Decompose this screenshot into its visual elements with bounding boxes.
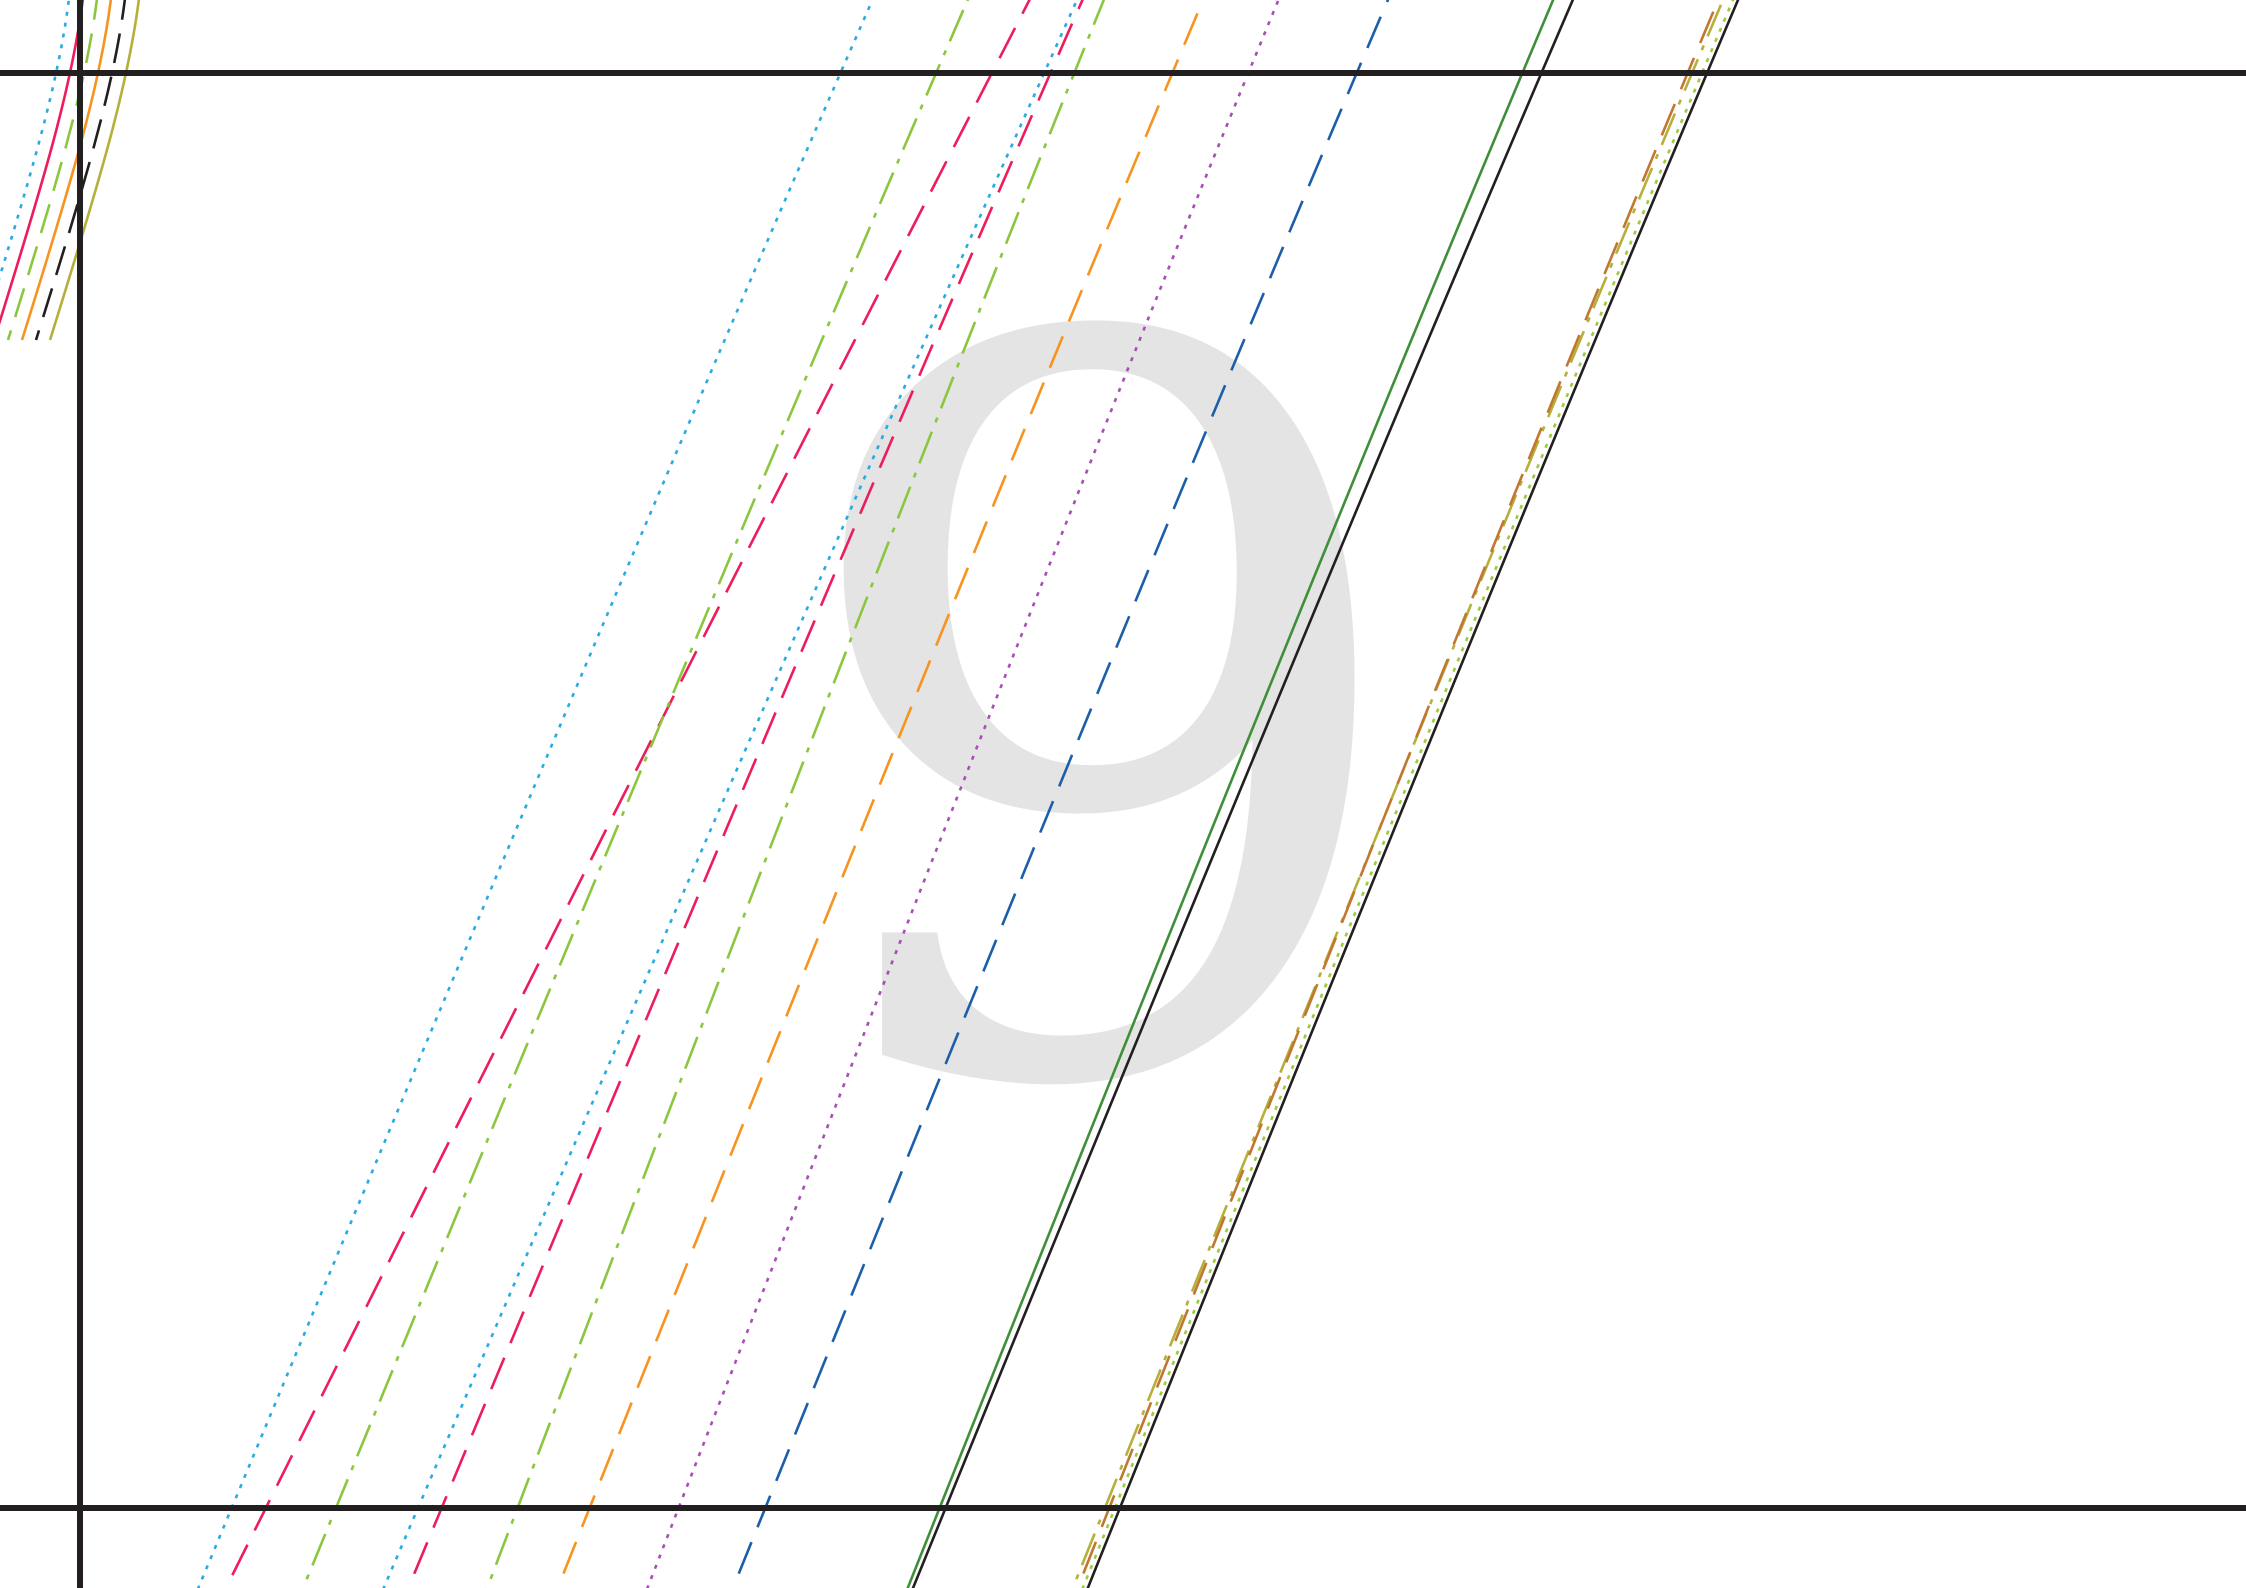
corner-curve-tail — [0, 0, 85, 326]
curve-lightgreen-dashdot-2 — [485, 0, 1106, 1588]
curve-lightgreen-dashdot — [301, 0, 970, 1588]
corner-curve-tail — [6, 0, 99, 341]
numeral-glyph: 9 — [780, 133, 1423, 1309]
curve-blue-dashed — [731, 0, 1390, 1588]
curve-yellowgreen-dotted — [1081, 0, 1735, 1588]
curve-black-solid — [911, 0, 1575, 1588]
curve-purple-dotted — [646, 0, 1280, 1588]
curve-red-dashed — [224, 0, 1031, 1588]
corner-curve-tail — [34, 0, 127, 341]
curve-brown-dashed — [1076, 0, 1720, 1588]
curve-black-solid-2 — [1086, 0, 1740, 1588]
curve-red-dashed-2 — [406, 0, 1084, 1588]
curve-orange-dashed — [556, 0, 1205, 1588]
curve-sky-dotted — [196, 0, 874, 1588]
curve-darkgreen-solid — [906, 0, 1555, 1588]
curve-sky-dotted-2 — [382, 0, 1079, 1588]
corner-curve-tail — [48, 0, 141, 341]
